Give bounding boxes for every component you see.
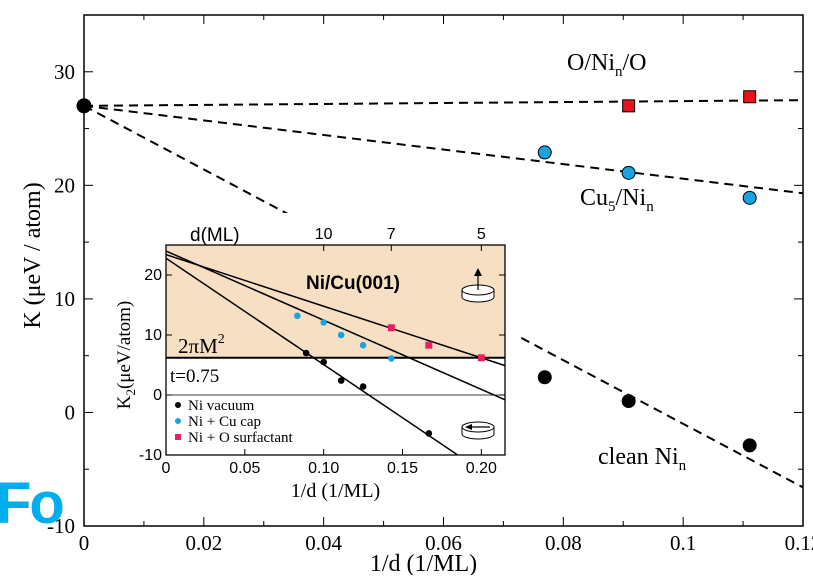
- inset-ylabel-main: K: [114, 395, 135, 409]
- inset-top-axis-label: d(ML): [190, 225, 240, 246]
- inset-y-tick-label-1: 0: [153, 387, 162, 404]
- data-point-0-0: [622, 99, 636, 113]
- data-point-0-1: [743, 90, 757, 104]
- inset-point-2-2: [477, 354, 485, 362]
- inset-point-0-1: [320, 358, 327, 366]
- y-tick-label-3: 20: [54, 173, 75, 197]
- series-label-sub: n: [679, 458, 687, 474]
- inset-shaded-region: [166, 245, 505, 358]
- series-label-o-ni-o: O/Nin/O: [567, 50, 647, 80]
- inset-point-2-1: [425, 341, 433, 349]
- inset-ylabel-tail: (μeV/atom): [114, 301, 135, 389]
- inset-x-tick-label-0: 0: [162, 460, 171, 477]
- y-tick-label-4: 30: [54, 60, 75, 84]
- legend-marker-0: [175, 402, 181, 408]
- inset-point-1-1: [320, 319, 327, 326]
- series-label-cu-ni: Cu5/Nin: [580, 185, 654, 215]
- fit-line-0: [83, 99, 804, 107]
- inset-point-0-0: [302, 349, 310, 357]
- inset-x-tick-label-3: 0.15: [387, 460, 418, 477]
- x-tick-label-1: 0.02: [185, 531, 222, 555]
- series-label-sub: 5: [608, 199, 616, 215]
- series-label-mid: /Ni: [616, 185, 647, 211]
- y-axis-label: K (μeV / atom): [20, 182, 46, 328]
- inset-point-0-4: [425, 430, 433, 437]
- inset-point-2-0: [387, 324, 395, 332]
- series-label-main: O/Ni: [567, 50, 615, 76]
- series-label-tail: /O: [623, 50, 647, 76]
- inset-y-tick-label-0: -10: [139, 447, 162, 464]
- inset-point-1-4: [388, 355, 395, 362]
- legend-label-0: Ni vacuum: [188, 398, 255, 414]
- inset-threshold-label: 2πM2: [178, 332, 225, 358]
- series-label-sub: n: [615, 64, 623, 80]
- inset-x-tick-label-2: 0.10: [308, 460, 339, 477]
- data-point-2-2: [742, 438, 757, 453]
- fit-line-1: [83, 104, 804, 195]
- inset-fit-line-2: [166, 253, 505, 367]
- x-tick-label-3: 0.06: [425, 531, 462, 555]
- inset-top-tick-label-1: 7: [387, 226, 396, 243]
- inset-frame: [165, 244, 506, 456]
- inset-x-axis-label: 1/d (1/ML): [291, 480, 380, 502]
- x-tick-label-6: 0.12: [785, 531, 813, 555]
- perpendicular-magnetization-icon: [461, 268, 495, 303]
- watermark-text: Fo: [0, 471, 65, 536]
- inset-top-tick-label-0: 10: [315, 226, 333, 243]
- inset-x-tick-label-1: 0.05: [229, 460, 260, 477]
- inset-point-1-0: [294, 312, 301, 320]
- inset-x-tick-label-4: 0.20: [466, 460, 497, 477]
- inset-top-tick-label-2: 5: [477, 226, 486, 243]
- y-tick-label-1: 0: [65, 400, 76, 424]
- inset-point-0-2: [337, 377, 345, 384]
- series-label-main: clean Ni: [598, 444, 679, 470]
- inset-y-axis-label: K2(μeV/atom): [114, 301, 138, 410]
- inset-plot-area: [166, 245, 505, 455]
- legend-label-1: Ni + Cu cap: [188, 414, 261, 430]
- legend-marker-2: [175, 434, 181, 440]
- inset-fit-line-0: [166, 257, 459, 455]
- inset-title: Ni/Cu(001): [306, 273, 400, 294]
- series-label-main: Cu: [580, 185, 608, 211]
- x-tick-label-2: 0.04: [305, 531, 342, 555]
- threshold-label-sup: 2: [218, 332, 225, 347]
- x-tick-label-0: 0: [79, 531, 90, 555]
- data-point-1-2: [742, 190, 757, 205]
- x-tick-label-5: 0.1: [670, 531, 696, 555]
- legend-marker-1: [175, 418, 181, 424]
- in-plane-magnetization-icon: [461, 421, 495, 440]
- data-point-1-1: [621, 165, 636, 180]
- y-tick-label-0: -10: [47, 514, 75, 538]
- x-axis-label: 1/d (1/ML): [370, 551, 477, 575]
- series-label-clean-ni: clean Nin: [598, 444, 687, 474]
- data-point-1-0: [537, 145, 552, 160]
- inset-fit-line-1: [166, 250, 505, 401]
- data-point-2-0: [537, 370, 552, 385]
- inset-ylabel-sub: 2: [123, 389, 138, 396]
- inset-y-tick-label-3: 20: [144, 267, 162, 284]
- data-point-2-1: [621, 394, 636, 409]
- inset-point-0-3: [359, 383, 367, 390]
- x-tick-label-4: 0.08: [545, 531, 582, 555]
- arrow-left-head-icon: [465, 424, 472, 430]
- legend-label-2: Ni + O surfactant: [188, 430, 294, 446]
- series-label-sub: n: [646, 199, 654, 215]
- arrow-up-head-icon: [474, 268, 482, 276]
- inset-y-tick-label-2: 10: [144, 327, 162, 344]
- inset-point-1-3: [359, 341, 367, 349]
- y-tick-label-2: 10: [54, 287, 75, 311]
- inset-point-1-2: [337, 331, 345, 339]
- threshold-label-main: 2πM: [178, 334, 218, 358]
- inset-annotation: t=0.75: [170, 366, 219, 387]
